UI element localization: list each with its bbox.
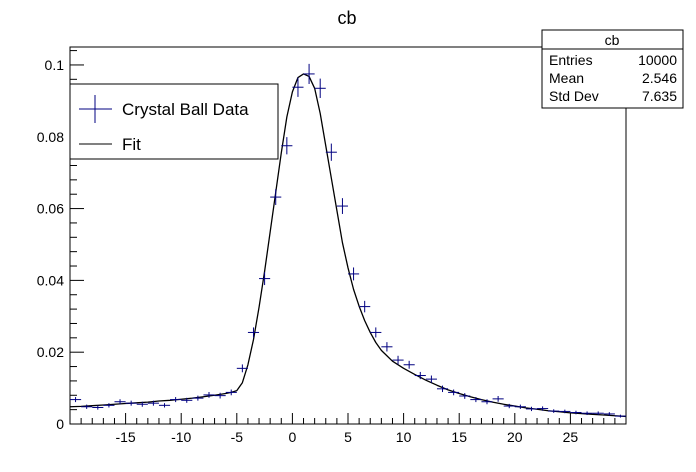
data-point — [281, 137, 293, 155]
data-point — [403, 360, 415, 369]
data-point — [170, 397, 182, 403]
y-tick-label: 0 — [56, 416, 64, 432]
x-tick-label: -15 — [115, 429, 135, 445]
data-point — [114, 399, 126, 405]
x-tick-label: 10 — [396, 429, 412, 445]
data-point — [136, 401, 148, 407]
data-point — [70, 397, 82, 403]
data-point — [225, 389, 237, 396]
data-point — [614, 414, 626, 418]
data-point — [448, 389, 460, 396]
y-tick-label: 0.04 — [37, 272, 64, 288]
data-point — [192, 395, 204, 401]
data-point — [314, 78, 326, 98]
data-point — [92, 405, 104, 410]
data-point — [503, 403, 515, 409]
data-point — [325, 143, 337, 161]
data-point — [514, 404, 526, 409]
data-point — [370, 327, 382, 338]
y-tick-label: 0.08 — [37, 129, 64, 145]
y-tick-label: 0.02 — [37, 344, 64, 360]
data-point — [592, 411, 604, 416]
data-point — [481, 399, 493, 405]
stats-box-title: cb — [605, 32, 620, 48]
data-point — [181, 397, 193, 403]
data-point — [492, 395, 504, 402]
x-tick-label: -5 — [231, 429, 244, 445]
data-point — [436, 385, 449, 393]
data-point — [270, 189, 282, 205]
x-tick-label: 5 — [344, 429, 352, 445]
legend-label-data: Crystal Ball Data — [122, 100, 249, 119]
data-point — [470, 397, 482, 403]
data-point — [425, 375, 437, 383]
data-point — [125, 400, 137, 406]
chart-title: cb — [337, 8, 356, 28]
x-tick-label: 0 — [289, 429, 297, 445]
stats-label-entries: Entries — [549, 52, 593, 68]
data-point — [559, 409, 571, 414]
data-point — [348, 267, 360, 281]
data-point — [570, 410, 582, 415]
stats-value-stddev: 7.635 — [642, 88, 677, 104]
data-point — [214, 392, 226, 399]
data-point — [359, 300, 371, 313]
data-point — [292, 77, 304, 97]
legend-marker-data — [79, 95, 112, 123]
data-point — [392, 355, 404, 365]
legend-label-fit: Fit — [122, 135, 141, 154]
data-point — [158, 403, 171, 408]
stats-label-stddev: Std Dev — [549, 88, 599, 104]
fit-layer — [69, 73, 627, 418]
y-tick-label: 0.1 — [45, 57, 65, 73]
stats-box-frame — [541, 29, 684, 109]
data-point — [414, 371, 426, 380]
legend-box — [69, 83, 279, 160]
x-tick-label: 25 — [563, 429, 579, 445]
data-point — [603, 412, 615, 416]
data-points-layer — [70, 63, 626, 418]
data-point — [259, 272, 271, 286]
fit-curve — [69, 73, 627, 418]
legend: Crystal Ball Data Fit — [69, 83, 279, 160]
data-point — [548, 409, 560, 413]
data-point — [336, 198, 348, 214]
data-point — [203, 392, 215, 398]
stats-label-mean: Mean — [549, 70, 584, 86]
x-tick-label: -10 — [171, 429, 191, 445]
data-point — [581, 411, 593, 416]
data-point — [236, 364, 248, 373]
data-point — [81, 404, 93, 409]
data-point — [381, 342, 393, 352]
x-tick-label: 20 — [507, 429, 523, 445]
axis-tick-labels: -15 -10 -5 0 5 10 15 20 25 0 0.02 0.04 0.06 0.08 0.1 — [37, 57, 579, 445]
stats-box: cb Entries 10000 Mean 2.546 Std Dev 7.63… — [541, 29, 684, 109]
data-point — [459, 393, 471, 399]
y-tick-label: 0.06 — [37, 201, 64, 217]
stats-value-entries: 10000 — [638, 52, 677, 68]
data-point — [525, 406, 538, 412]
data-point — [147, 400, 159, 406]
data-point — [247, 327, 260, 338]
data-point — [303, 63, 315, 84]
x-tick-label: 15 — [451, 429, 467, 445]
data-point — [537, 406, 549, 411]
stats-value-mean: 2.546 — [642, 70, 677, 86]
data-point — [103, 403, 115, 408]
